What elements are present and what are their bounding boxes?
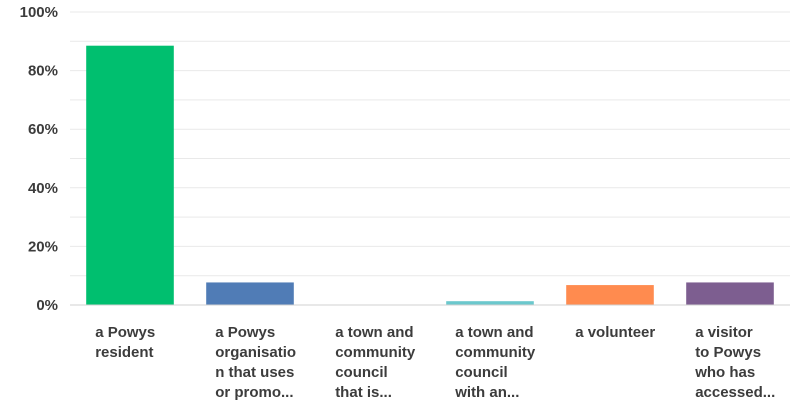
bar[interactable] xyxy=(86,45,174,305)
y-tick-label: 20% xyxy=(28,238,58,255)
x-tick-label: a town and community council that is... xyxy=(335,324,416,401)
x-tick-label: a Powys organisatio n that uses or promo… xyxy=(215,324,297,401)
gridlines xyxy=(70,11,790,277)
bar[interactable] xyxy=(446,301,534,305)
bar[interactable] xyxy=(686,282,774,305)
x-tick-label: a town and community council with an... xyxy=(455,324,536,401)
y-axis-ticks: 0% 20% 40% 60% 80% 100% xyxy=(20,4,58,314)
y-tick-label: 60% xyxy=(28,121,58,138)
bar[interactable] xyxy=(206,282,294,305)
y-tick-label: 0% xyxy=(36,297,58,314)
bars xyxy=(86,45,774,305)
y-tick-label: 40% xyxy=(28,180,58,197)
x-tick-label: a Powys resident xyxy=(95,324,156,361)
x-tick-label: a visitor to Powys who has accessed... xyxy=(695,324,776,401)
x-tick-label: a volunteer xyxy=(575,324,656,341)
bar[interactable] xyxy=(566,285,654,305)
y-tick-label: 80% xyxy=(28,63,58,80)
y-tick-label: 100% xyxy=(20,4,58,21)
